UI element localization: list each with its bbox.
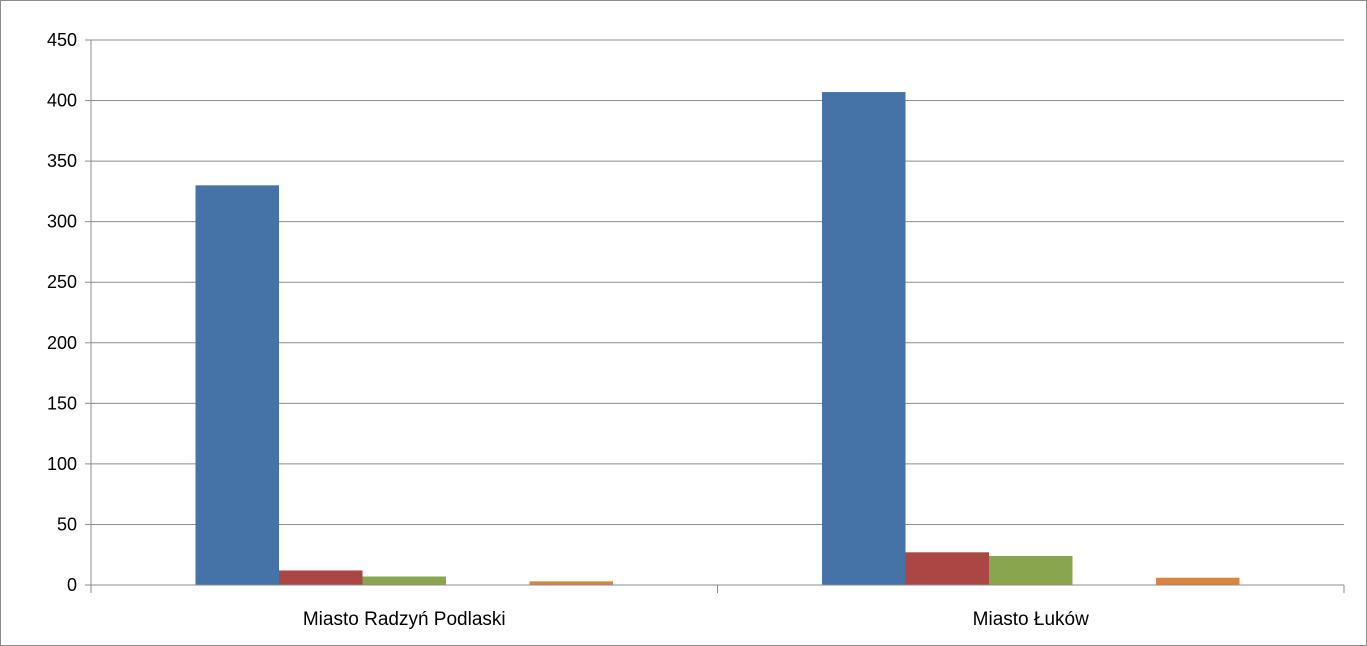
bar [822, 92, 906, 586]
y-tick-label: 400 [47, 91, 77, 111]
y-tick-label: 0 [67, 575, 77, 595]
y-tick-label: 50 [57, 514, 77, 534]
axes [85, 39, 1345, 593]
bar [529, 581, 613, 585]
y-tick-label: 100 [47, 454, 77, 474]
bar [989, 555, 1073, 585]
x-category-label: Miasto Łuków [973, 609, 1089, 630]
axis-labels: 0 50 100 150 200 250 300 350 400 450 Miasto Radzyń… [47, 30, 1089, 630]
bar [362, 576, 446, 585]
y-tick-label: 200 [47, 333, 77, 353]
y-tick-label: 350 [47, 151, 77, 171]
bar [1156, 577, 1240, 585]
y-tick-label: 250 [47, 272, 77, 292]
y-tick-label: 450 [47, 30, 77, 50]
gridlines [91, 39, 1344, 525]
bar [905, 552, 989, 585]
bar [279, 570, 363, 585]
y-tick-label: 300 [47, 212, 77, 232]
y-tick-label: 150 [47, 393, 77, 413]
x-category-label: Miasto Radzyń Podlaski [303, 609, 506, 630]
bars [195, 92, 1240, 586]
bar [195, 185, 279, 586]
